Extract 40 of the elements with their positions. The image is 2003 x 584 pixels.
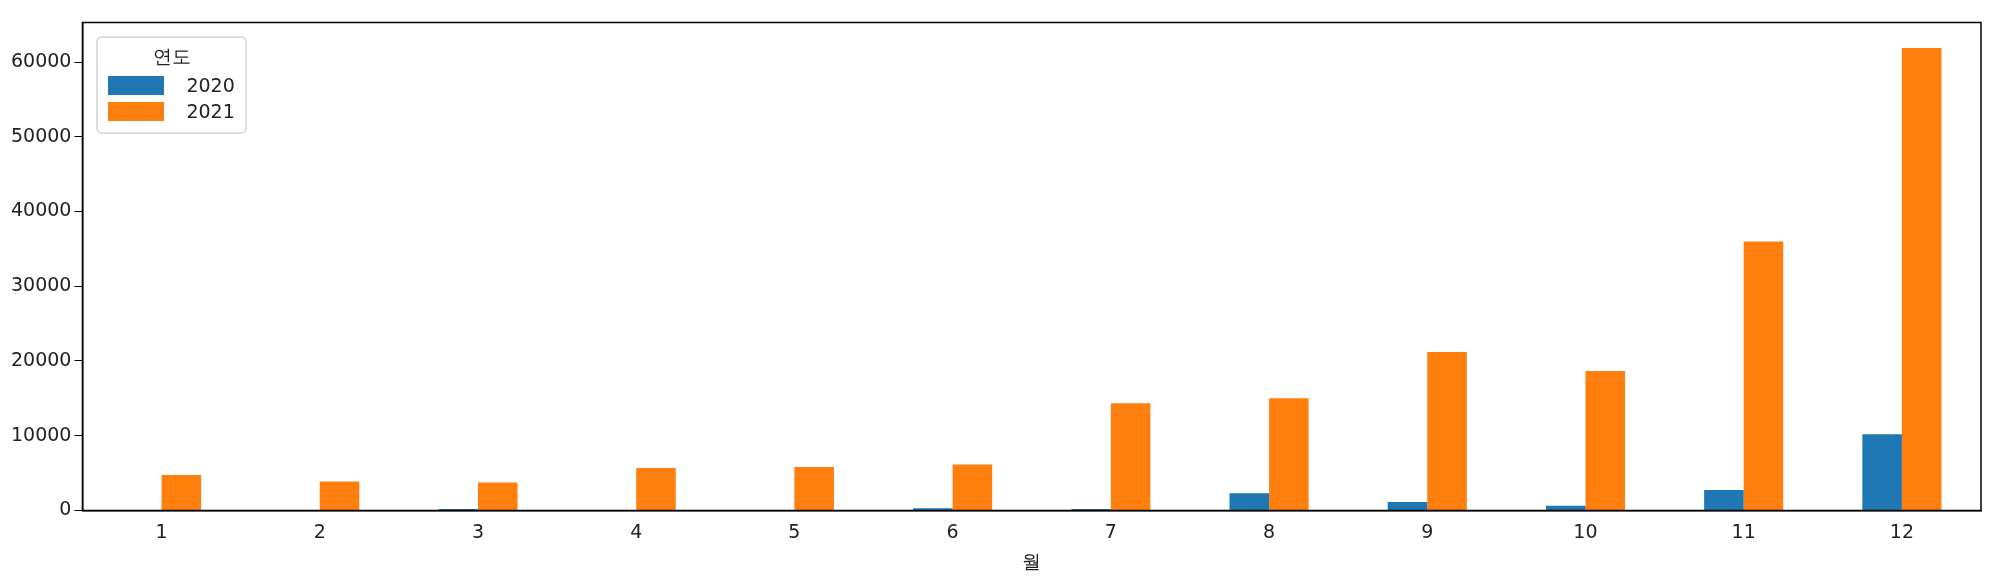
- x-tick-label: 9: [1421, 519, 1434, 542]
- y-tick-label: 30000: [10, 273, 72, 296]
- bar: [1545, 505, 1586, 510]
- bar: [1862, 434, 1902, 510]
- x-tick-label: 4: [630, 519, 643, 542]
- legend-label: 2021: [186, 100, 235, 123]
- legend-label: 2020: [186, 74, 235, 97]
- y-tick-label: 60000: [10, 48, 72, 71]
- x-tick-label: 8: [1262, 519, 1276, 542]
- bar: [952, 464, 993, 510]
- bar: [1387, 501, 1428, 510]
- x-tick-label: 12: [1889, 519, 1914, 542]
- bar: [1269, 398, 1309, 510]
- x-tick-label: 5: [788, 519, 801, 542]
- x-tick-label: 1: [155, 519, 168, 542]
- bar: [794, 466, 834, 510]
- bar: [636, 467, 676, 510]
- y-tick-label: 40000: [10, 198, 72, 221]
- bar: [319, 481, 360, 510]
- bar: [1901, 47, 1942, 510]
- x-tick-label: 11: [1731, 519, 1756, 542]
- x-tick-label: 6: [946, 519, 959, 542]
- x-tick-label: 2: [313, 519, 326, 542]
- y-tick-label: 0: [59, 497, 72, 520]
- bar: [1704, 490, 1744, 510]
- bar: [1743, 241, 1784, 510]
- x-tick-label: 3: [471, 519, 485, 542]
- bar: [477, 482, 518, 510]
- y-tick-label: 10000: [10, 422, 72, 445]
- x-axis-title: 월: [1022, 549, 1042, 572]
- legend-title: 연도: [151, 44, 192, 70]
- bar: [1427, 352, 1467, 510]
- y-tick-label: 20000: [10, 347, 72, 370]
- x-tick-label: 10: [1573, 519, 1598, 542]
- bar: [1229, 493, 1270, 510]
- bar: [1585, 371, 1626, 510]
- y-tick-label: 50000: [10, 123, 72, 146]
- bar: [1110, 403, 1151, 510]
- bar: [161, 474, 202, 510]
- x-tick-label: 7: [1104, 519, 1117, 542]
